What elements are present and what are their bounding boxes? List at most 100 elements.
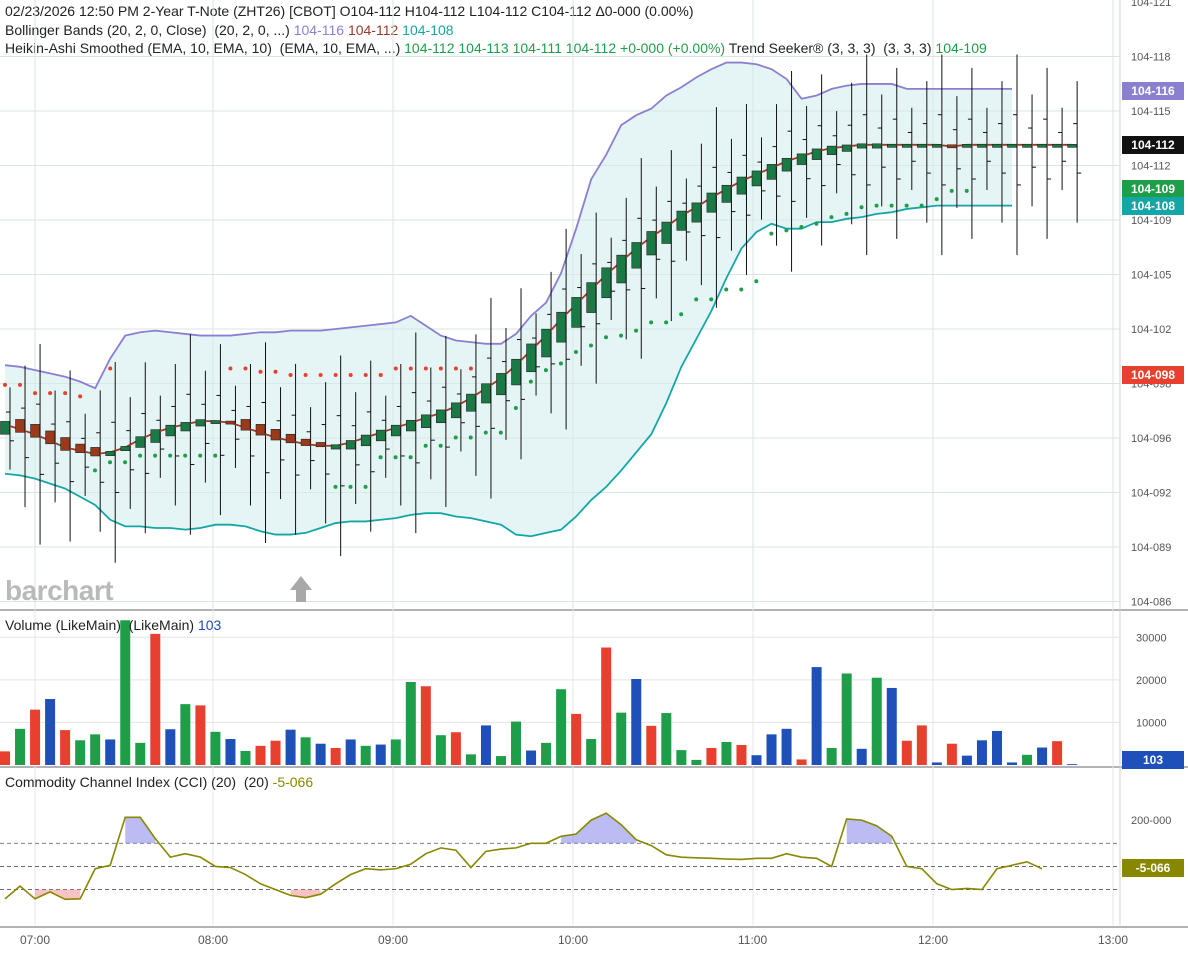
bollinger-lower-value: 104-108 [402,22,454,38]
volume-bar [766,734,777,765]
trend-seeker-label: Trend Seeker® (3, 3, 3) (3, 3, 3) [728,40,932,56]
volume-bar [811,667,822,765]
heikin-ashi-candle [451,402,461,419]
time-tick-label: 11:00 [738,933,767,947]
trend-seeker-dot-green [664,320,669,325]
trend-seeker-dot-green [453,435,458,440]
volume-bar [1007,762,1018,765]
cci-legend[interactable]: Commodity Channel Index (CCI) (20) (20) … [5,773,313,792]
heikin-ashi-candle [466,393,476,412]
trend-seeker-dot-green [363,484,368,489]
trend-seeker-dot-red [333,373,338,378]
time-tick-label: 07:00 [20,933,50,947]
volume-bar [676,750,687,765]
heikin-ashi-candle [315,442,326,448]
heikin-values: 104-112 104-113 104-111 104-112 +0-000 (… [404,40,726,56]
bollinger-legend[interactable]: Bollinger Bands (20, 2, 0, Close) (20, 2… [5,21,454,40]
price-tick-label: 104-092 [1131,488,1171,500]
price-tag: 104-112 [1122,135,1184,154]
volume-tick-label: 10000 [1136,717,1167,729]
volume-bar [30,709,41,765]
heikin-ashi-candle [75,443,85,453]
header-ohlc: O104-112 H104-112 L104-112 C104-112 Δ0-0… [339,3,694,19]
trend-seeker-dot-green [829,215,834,220]
bollinger-band-fill [5,62,1013,537]
trend-seeker-dot-green [573,350,578,355]
trend-seeker-dot-red [378,373,383,378]
trend-seeker-dot-green [468,435,473,440]
trend-seeker-dot-green [964,188,969,193]
volume-bar [751,755,762,765]
bollinger-label: Bollinger Bands (20, 2, 0, Close) (20, 2… [5,22,290,38]
price-tag: 104-108 [1122,196,1184,215]
price-tick-label: 104-109 [1131,215,1171,227]
trend-seeker-dot-red [303,373,308,378]
volume-bar [150,633,161,765]
volume-bar [45,699,56,765]
volume-bar [120,620,131,765]
heikin-ashi-candle [526,343,536,373]
volume-bar [856,748,867,765]
trend-seeker-dot-green [408,455,413,460]
time-tick-label: 13:00 [1098,933,1128,947]
trend-seeker-dot-red [288,373,293,378]
trend-seeker-dot-green [423,443,428,448]
volume-bar [946,743,957,765]
volume-bar [285,729,296,765]
heikin-ashi-candle [676,210,687,231]
heikin-ashi-candle [901,144,912,148]
volume-bar [916,725,927,765]
volume-bar [330,747,341,765]
heikin-ashi-candle [120,446,131,451]
volume-bar [1022,754,1033,765]
heikin-ashi-candle [436,409,446,424]
volume-tag: 103 [1122,751,1184,769]
trend-seeker-dot-green [724,287,729,292]
volume-legend[interactable]: Volume (LikeMain) (LikeMain) 103 [5,616,221,635]
volume-bar [255,745,266,765]
heikin-legend[interactable]: Heikin-Ashi Smoothed (EMA, 10, EMA, 10) … [5,39,987,58]
heikin-ashi-candle [90,447,100,457]
trend-seeker-dot-green [769,231,774,236]
volume-bar [616,712,627,765]
heikin-ashi-candle [1022,144,1032,148]
heikin-ashi-candle [15,419,25,433]
trend-seeker-dot-red [273,369,278,374]
heikin-ashi-candle [977,144,987,148]
volume-bar [691,759,702,765]
trend-seeker-dot-green [588,343,593,348]
cci-value: -5-066 [272,774,314,790]
trend-seeker-dot-green [814,221,819,226]
price-tick-label: 104-118 [1131,52,1171,64]
heikin-ashi-candle [601,267,612,299]
heikin-ashi-candle [375,429,386,442]
heikin-ashi-candle [330,444,341,450]
trend-seeker-dot-green [934,197,939,202]
trend-seeker-dot-red [3,382,7,387]
volume-bar [571,713,582,765]
heikin-ashi-candle [45,430,55,445]
heikin-ashi-candle [285,433,296,444]
volume-bar [405,681,416,765]
trend-seeker-dot-red [468,366,473,371]
heikin-ashi-candle [721,184,732,203]
trend-seeker-dot-green [619,333,624,338]
heikin-ashi-candle [541,328,551,358]
trend-seeker-dot-green [784,228,789,233]
heikin-ashi-candle [60,437,70,451]
heikin-ashi-candle [210,420,221,424]
heikin-ashi-candle [240,419,251,431]
heikin-ashi-candle [556,311,566,343]
heikin-ashi-candle [947,144,957,149]
trend-seeker-dot-green [378,455,383,460]
trend-seeker-dot-green [483,430,488,435]
heikin-ashi-candle [421,414,431,428]
volume-bar [646,725,657,765]
heikin-ashi-candle [586,282,596,313]
cci-tick-label: 200-000 [1131,815,1171,827]
trend-seeker-dot-green [604,335,609,340]
trend-seeker-dot-green [649,320,654,325]
heikin-ashi-candle [781,157,792,172]
trend-seeker-dot-red [408,366,413,371]
